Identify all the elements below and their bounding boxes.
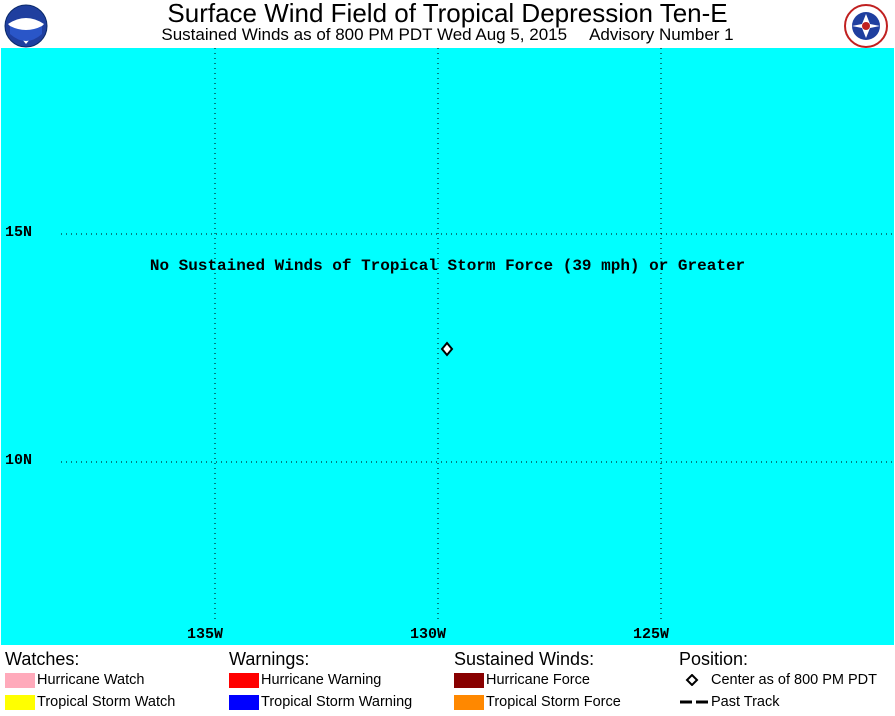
nws-logo — [844, 4, 888, 48]
dashed-line-icon — [680, 700, 708, 704]
legend-label: Tropical Storm Watch — [37, 694, 176, 710]
legend-item-hurricane-warning: Hurricane Warning — [229, 669, 381, 691]
legend-item-tropical-storm-watch: Tropical Storm Watch — [5, 691, 175, 713]
legend-item-hurricane-watch: Hurricane Watch — [5, 669, 144, 691]
valid-time-text: Sustained Winds as of 800 PM PDT Wed Aug… — [161, 25, 568, 44]
legend-heading-position: Position: — [679, 649, 749, 669]
legend-item-tropical-storm-warning: Tropical Storm Warning — [229, 691, 412, 713]
diamond-icon — [685, 674, 699, 686]
map-title: Surface Wind Field of Tropical Depressio… — [167, 0, 728, 28]
lon-label-125w: 125W — [633, 626, 670, 643]
wind-field-map: 15N 10N 135W 130W 125W No Sustained Wind… — [1, 48, 894, 645]
no-winds-message: No Sustained Winds of Tropical Storm For… — [149, 257, 746, 275]
header: Surface Wind Field of Tropical Depressio… — [0, 0, 895, 48]
noaa-logo — [4, 4, 48, 48]
legend-item-center: Center as of 800 PM PDT — [679, 669, 877, 691]
lon-label-135w: 135W — [187, 626, 224, 643]
legend: Watches: Hurricane Watch Tropical Storm … — [0, 645, 895, 716]
legend-label: Hurricane Watch — [37, 672, 145, 688]
advisory-number-text: Advisory Number 1 — [589, 25, 734, 44]
tropical-storm-watch-swatch — [5, 695, 35, 710]
legend-label: Tropical Storm Force — [486, 694, 621, 710]
map-subtitle: Sustained Winds as of 800 PM PDT Wed Aug… — [0, 25, 895, 45]
legend-position: Position: Center as of 800 PM PDT Past T… — [679, 649, 877, 713]
legend-label: Tropical Storm Warning — [261, 694, 413, 710]
hurricane-warning-swatch — [229, 673, 259, 688]
legend-warnings: Warnings: Hurricane Warning Tropical Sto… — [229, 649, 412, 713]
hurricane-force-swatch — [454, 673, 484, 688]
map-graticule — [61, 48, 894, 622]
legend-label: Past Track — [711, 694, 780, 710]
hurricane-watch-swatch — [5, 673, 35, 688]
tropical-storm-force-swatch — [454, 695, 484, 710]
legend-label: Hurricane Warning — [261, 672, 382, 688]
legend-watches: Watches: Hurricane Watch Tropical Storm … — [5, 649, 175, 713]
legend-item-hurricane-force: Hurricane Force — [454, 669, 594, 691]
tropical-storm-warning-swatch — [229, 695, 259, 710]
lon-label-130w: 130W — [410, 626, 447, 643]
legend-label: Center as of 800 PM PDT — [711, 672, 878, 688]
lat-label-15n: 15N — [5, 224, 33, 241]
legend-heading-watches: Watches: — [5, 649, 80, 669]
storm-center-icon — [440, 341, 454, 357]
legend-item-tropical-storm-force: Tropical Storm Force — [454, 691, 621, 713]
legend-winds: Sustained Winds: Hurricane Force Tropica… — [454, 649, 621, 713]
legend-label: Hurricane Force — [486, 672, 590, 688]
lat-label-10n: 10N — [5, 452, 33, 469]
legend-item-past-track: Past Track — [679, 691, 780, 713]
legend-heading-warnings: Warnings: — [229, 649, 310, 669]
legend-heading-winds: Sustained Winds: — [454, 649, 595, 669]
